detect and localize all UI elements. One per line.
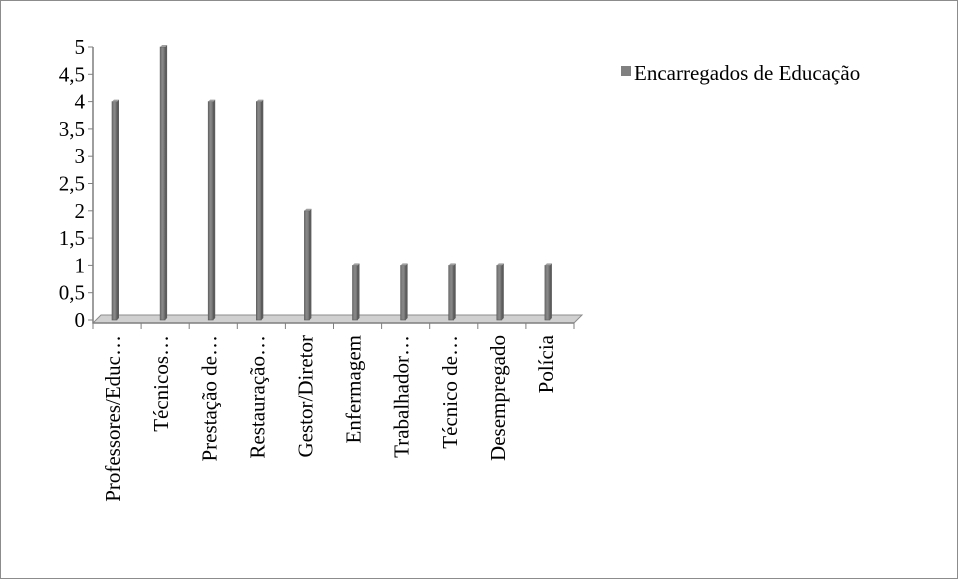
x-category-label: Restauração… bbox=[245, 335, 269, 459]
bar-series bbox=[111, 45, 552, 321]
x-category-label: Prestação de… bbox=[197, 335, 221, 462]
bar bbox=[544, 263, 552, 321]
y-tick-label: 3 bbox=[75, 144, 86, 168]
y-tick-label: 0 bbox=[75, 308, 86, 332]
y-tick-label: 4 bbox=[75, 90, 86, 114]
x-category-label: Professores/Educ… bbox=[101, 335, 125, 502]
bar bbox=[159, 45, 168, 321]
y-tick-label: 5 bbox=[75, 35, 86, 59]
bar bbox=[256, 99, 264, 321]
y-tick-label: 0,5 bbox=[59, 281, 85, 305]
bar bbox=[111, 99, 119, 321]
y-tick-label: 2 bbox=[75, 199, 86, 223]
bar bbox=[352, 263, 360, 321]
y-tick-label: 4,5 bbox=[59, 62, 85, 86]
bar bbox=[496, 263, 504, 321]
y-tick-label: 3,5 bbox=[59, 117, 85, 141]
bar bbox=[400, 263, 408, 321]
bar bbox=[207, 99, 216, 321]
x-category-label: Desempregado bbox=[486, 335, 510, 461]
x-category-label: Gestor/Diretor bbox=[293, 335, 317, 457]
y-tick-label: 2,5 bbox=[59, 172, 85, 196]
legend-swatch bbox=[621, 66, 631, 76]
y-axis: 0 0,5 1 1,5 2 2,5 3 3,5 4 4,5 5 bbox=[59, 35, 94, 332]
bar bbox=[304, 208, 312, 321]
x-category-label: Técnicos… bbox=[149, 335, 173, 432]
x-category-label: Técnico de… bbox=[438, 335, 462, 449]
x-category-label: Trabalhador… bbox=[390, 335, 414, 458]
x-category-label: Enfermagem bbox=[342, 335, 366, 443]
x-axis: Professores/Educ… Técnicos… Prestação de… R… bbox=[92, 322, 575, 502]
y-tick-label: 1,5 bbox=[59, 226, 85, 250]
x-category-label: Polícia bbox=[534, 334, 558, 393]
bar bbox=[448, 263, 456, 321]
legend-series-name: Encarregados de Educação bbox=[634, 61, 860, 85]
y-tick-label: 1 bbox=[75, 253, 86, 277]
legend: Encarregados de Educação bbox=[621, 61, 860, 85]
